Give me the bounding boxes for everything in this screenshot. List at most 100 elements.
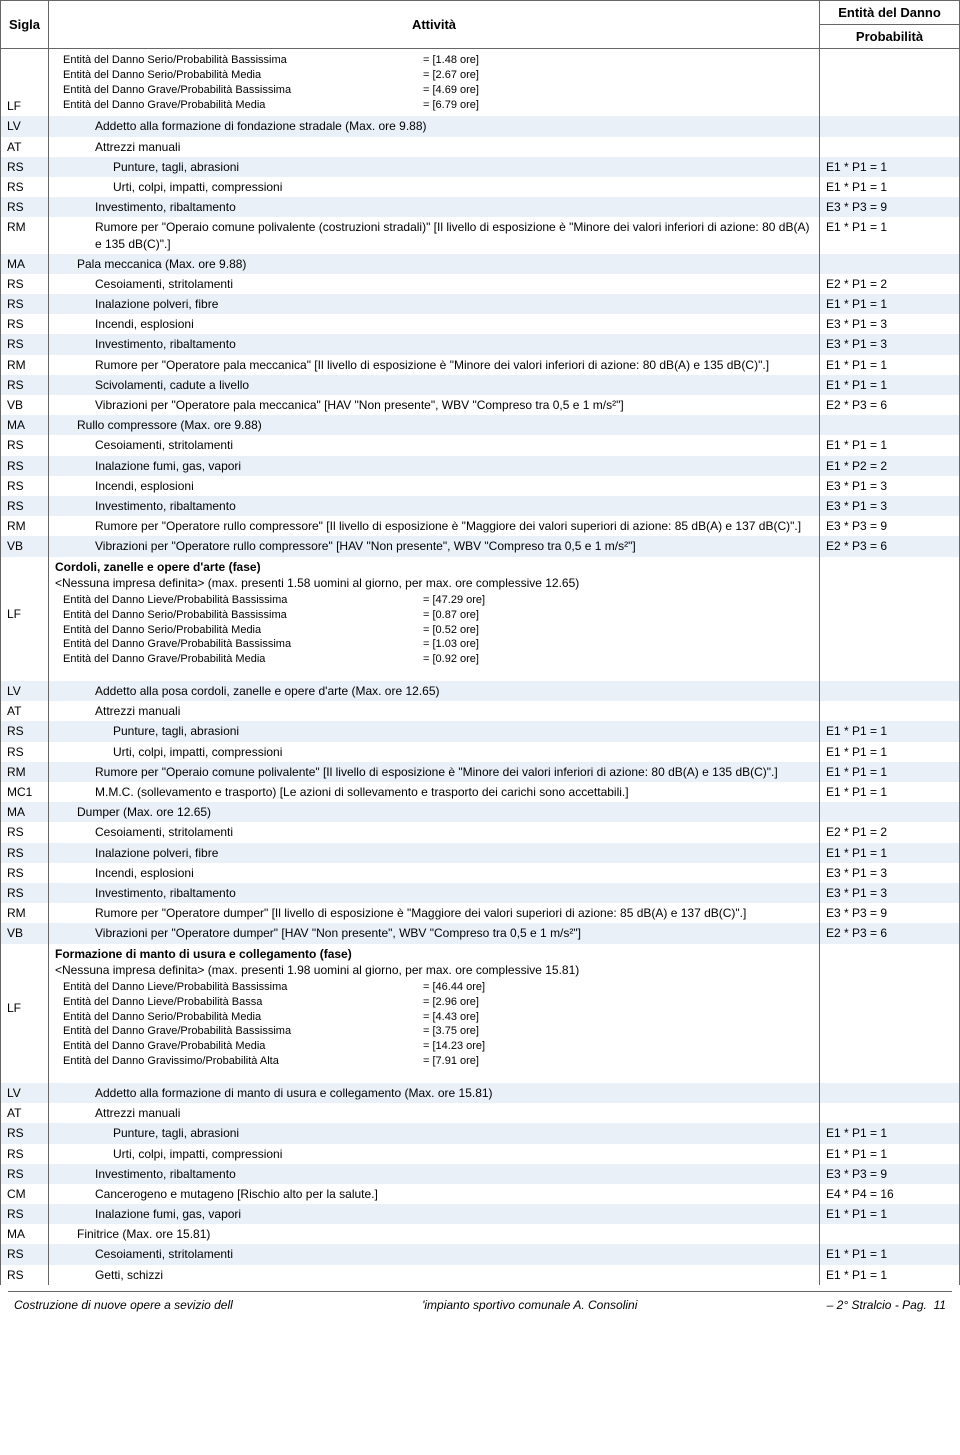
sigla-cell: RS: [1, 721, 49, 741]
table-row: RSPunture, tagli, abrasioniE1 * P1 = 1: [1, 721, 960, 741]
sigla-cell: RS: [1, 334, 49, 354]
header-entita-2: Probabilità: [820, 25, 960, 49]
table-row: RMRumore per "Operatore dumper" [Il live…: [1, 903, 960, 923]
attivita-cell: Pala meccanica (Max. ore 9.88): [49, 254, 820, 274]
sigla-cell: CM: [1, 1184, 49, 1204]
table-row: ATAttrezzi manuali: [1, 137, 960, 157]
entita-cell: E1 * P1 = 1: [820, 1265, 960, 1285]
sigla-cell: MA: [1, 254, 49, 274]
attivita-cell: Rumore per "Operatore rullo compressore"…: [49, 516, 820, 536]
entita-cell: E1 * P1 = 1: [820, 217, 960, 253]
gap-row: [1, 1073, 960, 1083]
table-row: RSUrti, colpi, impatti, compressioniE1 *…: [1, 742, 960, 762]
entita-cell: E1 * P1 = 1: [820, 435, 960, 455]
entita-cell: [820, 1083, 960, 1103]
sigla-cell: RS: [1, 1123, 49, 1143]
entita-cell: E3 * P1 = 3: [820, 496, 960, 516]
sigla-cell: RM: [1, 762, 49, 782]
footer-left: Costruzione di nuove opere a sevizio del…: [14, 1298, 233, 1312]
attivita-cell: Cesoiamenti, stritolamenti: [49, 1244, 820, 1264]
table-row: LVAddetto alla formazione di fondazione …: [1, 116, 960, 136]
sigla-cell: RM: [1, 516, 49, 536]
sigla-cell: LF: [1, 557, 49, 672]
entita-cell: E3 * P3 = 9: [820, 1164, 960, 1184]
sigla-cell: RS: [1, 1244, 49, 1264]
entita-cell: E2 * P1 = 2: [820, 822, 960, 842]
table-row: RSInalazione fumi, gas, vaporiE1 * P2 = …: [1, 456, 960, 476]
table-row: LVAddetto alla formazione di manto di us…: [1, 1083, 960, 1103]
attivita-cell: Addetto alla formazione di manto di usur…: [49, 1083, 820, 1103]
table-row: VBVibrazioni per "Operatore dumper" [HAV…: [1, 923, 960, 943]
page-footer: Costruzione di nuove opere a sevizio del…: [0, 1292, 960, 1322]
sigla-cell: RS: [1, 476, 49, 496]
attivita-cell: Vibrazioni per "Operatore dumper" [HAV "…: [49, 923, 820, 943]
attivita-cell: Incendi, esplosioni: [49, 863, 820, 883]
entita-cell: E1 * P1 = 1: [820, 1204, 960, 1224]
attivita-cell: Urti, colpi, impatti, compressioni: [49, 177, 820, 197]
entita-cell: E1 * P1 = 1: [820, 157, 960, 177]
entita-cell: E3 * P3 = 9: [820, 903, 960, 923]
attivita-cell: Attrezzi manuali: [49, 701, 820, 721]
table-row: VBVibrazioni per "Operatore pala meccani…: [1, 395, 960, 415]
lf-row: LFCordoli, zanelle e opere d'arte (fase)…: [1, 557, 960, 672]
entita-cell: E1 * P1 = 1: [820, 375, 960, 395]
sigla-cell: RS: [1, 742, 49, 762]
attivita-cell: M.M.C. (sollevamento e trasporto) [Le az…: [49, 782, 820, 802]
sigla-cell: LV: [1, 116, 49, 136]
table-row: RSUrti, colpi, impatti, compressioniE1 *…: [1, 177, 960, 197]
table-row: MAFinitrice (Max. ore 15.81): [1, 1224, 960, 1244]
attivita-cell: Attrezzi manuali: [49, 137, 820, 157]
sigla-cell: RS: [1, 274, 49, 294]
table-row: RSInvestimento, ribaltamentoE3 * P3 = 9: [1, 197, 960, 217]
entita-cell: [820, 944, 960, 1073]
sigla-cell: VB: [1, 395, 49, 415]
entita-cell: E4 * P4 = 16: [820, 1184, 960, 1204]
attivita-cell: Cesoiamenti, stritolamenti: [49, 435, 820, 455]
entita-cell: E1 * P1 = 1: [820, 1123, 960, 1143]
entita-cell: [820, 701, 960, 721]
entita-cell: [820, 557, 960, 672]
sigla-cell: MA: [1, 802, 49, 822]
sigla-cell: RS: [1, 863, 49, 883]
attivita-cell: Urti, colpi, impatti, compressioni: [49, 1144, 820, 1164]
attivita-cell: Punture, tagli, abrasioni: [49, 721, 820, 741]
sigla-cell: LF: [1, 944, 49, 1073]
entita-cell: E3 * P1 = 3: [820, 314, 960, 334]
table-row: VBVibrazioni per "Operatore rullo compre…: [1, 536, 960, 556]
table-row: RSPunture, tagli, abrasioniE1 * P1 = 1: [1, 157, 960, 177]
sigla-cell: RS: [1, 375, 49, 395]
lf-block-cell: Formazione di manto di usura e collegame…: [49, 944, 820, 1073]
table-row: RSPunture, tagli, abrasioniE1 * P1 = 1: [1, 1123, 960, 1143]
sigla-cell: AT: [1, 137, 49, 157]
entita-cell: E3 * P3 = 9: [820, 516, 960, 536]
table-row: MAPala meccanica (Max. ore 9.88): [1, 254, 960, 274]
entita-cell: E1 * P1 = 1: [820, 1144, 960, 1164]
attivita-cell: Addetto alla formazione di fondazione st…: [49, 116, 820, 136]
sigla-cell: LF: [1, 49, 49, 117]
lf-row: LFFormazione di manto di usura e collega…: [1, 944, 960, 1073]
attivita-cell: Dumper (Max. ore 12.65): [49, 802, 820, 822]
entita-cell: [820, 116, 960, 136]
sigla-cell: RS: [1, 843, 49, 863]
table-row: MADumper (Max. ore 12.65): [1, 802, 960, 822]
entita-cell: E1 * P1 = 1: [820, 177, 960, 197]
header-sigla: Sigla: [1, 1, 49, 49]
attivita-cell: Investimento, ribaltamento: [49, 883, 820, 903]
attivita-cell: Cesoiamenti, stritolamenti: [49, 822, 820, 842]
table-row: RSCesoiamenti, stritolamentiE2 * P1 = 2: [1, 274, 960, 294]
sigla-cell: RS: [1, 456, 49, 476]
sigla-cell: RS: [1, 883, 49, 903]
entita-cell: [820, 137, 960, 157]
table-row: ATAttrezzi manuali: [1, 701, 960, 721]
sigla-cell: RS: [1, 294, 49, 314]
attivita-cell: Investimento, ribaltamento: [49, 1164, 820, 1184]
sigla-cell: RS: [1, 177, 49, 197]
attivita-cell: Addetto alla posa cordoli, zanelle e ope…: [49, 681, 820, 701]
sigla-cell: VB: [1, 923, 49, 943]
attivita-cell: Investimento, ribaltamento: [49, 197, 820, 217]
table-row: RSIncendi, esplosioniE3 * P1 = 3: [1, 314, 960, 334]
entita-cell: E3 * P1 = 3: [820, 883, 960, 903]
attivita-cell: Rullo compressore (Max. ore 9.88): [49, 415, 820, 435]
sigla-cell: RS: [1, 1164, 49, 1184]
entita-cell: E1 * P1 = 1: [820, 762, 960, 782]
